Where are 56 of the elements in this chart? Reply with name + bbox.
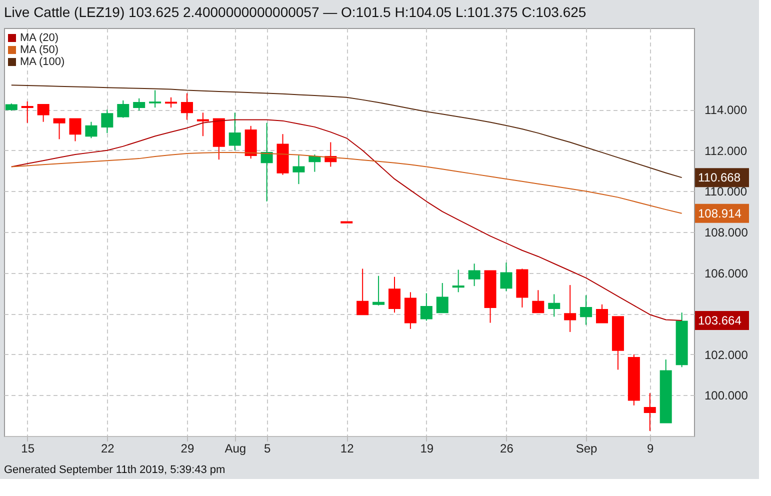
- candlestick: [292, 155, 305, 185]
- data-label: 103.664: [698, 313, 742, 328]
- candlestick: [101, 109, 114, 134]
- candlestick: [372, 275, 385, 306]
- candlestick: [388, 276, 400, 314]
- x-tick-label: 29: [180, 442, 194, 456]
- candlestick: [149, 90, 162, 108]
- candlestick: [532, 290, 544, 314]
- candlestick: [564, 284, 576, 332]
- y-tick-label: 108.000: [704, 226, 748, 240]
- line-series: [10, 84, 682, 178]
- line-series: [10, 152, 682, 214]
- candlestick: [180, 92, 193, 120]
- candlestick: [644, 392, 656, 432]
- candlestick: [436, 282, 448, 314]
- candlestick: [596, 304, 608, 324]
- y-tick-label: 100.000: [704, 388, 748, 403]
- candlestick: [580, 294, 592, 326]
- y-tick-label: 112.000: [704, 144, 748, 158]
- candlestick: [117, 100, 130, 118]
- x-tick-label: Sep: [576, 442, 598, 456]
- candlestick: [133, 98, 146, 112]
- x-tick-label: Aug: [224, 442, 246, 456]
- x-tick-label: 26: [500, 442, 514, 456]
- data-label: 108.914: [698, 206, 742, 220]
- candlestick: [196, 112, 209, 137]
- candlestick: [356, 268, 369, 316]
- y-tick-label: 110.000: [704, 184, 748, 199]
- candlestick: [21, 100, 34, 124]
- candlestick: [260, 122, 273, 202]
- chart-title: Live Cattle (LEZ19) 103.625 2.4000000000000057 — O:101.5 H:104.05 L:101.375 C:103.625: [4, 4, 586, 20]
- y-tick-label: 114.000: [704, 103, 748, 118]
- candlestick: [548, 294, 560, 318]
- candlestick: [500, 262, 512, 292]
- x-tick-label: 5: [264, 442, 271, 456]
- candlestick: [420, 292, 432, 322]
- x-tick-label: 9: [647, 442, 654, 456]
- x-tick-label: 15: [21, 442, 35, 456]
- candlestick: [468, 263, 480, 287]
- legend-label: MA (20): [20, 32, 59, 44]
- candlestick: [53, 118, 66, 140]
- y-tick-label: 106.000: [704, 266, 748, 280]
- candlestick: [85, 121, 98, 139]
- x-tick-label: 19: [420, 442, 434, 456]
- legend-label: MA (50): [20, 44, 59, 56]
- candlestick: [228, 112, 241, 151]
- candlestick: [308, 154, 321, 172]
- text: Generated September 11th 2019, 5:39:43 pm: [4, 464, 226, 476]
- legend-label: MA (100): [20, 56, 65, 68]
- x-tick-label: 12: [340, 442, 354, 456]
- x-tick-label: 22: [100, 442, 115, 456]
- candlestick: [452, 269, 464, 293]
- y-tick-label: 102.000: [704, 348, 748, 362]
- candlestick: [69, 118, 82, 142]
- candlestick: [37, 104, 50, 122]
- data-label: 110.668: [698, 170, 741, 185]
